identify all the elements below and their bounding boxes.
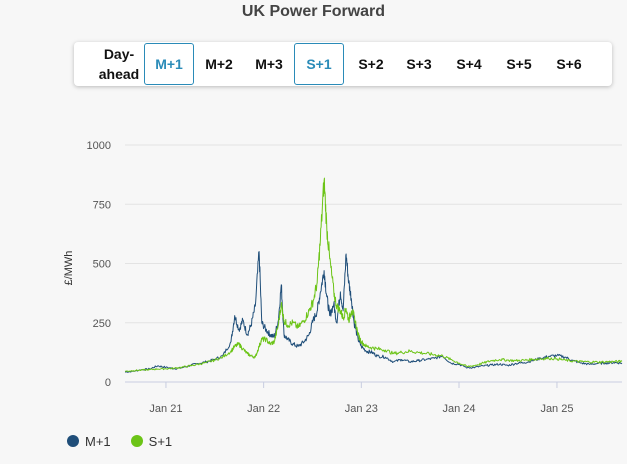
x-tick-label: Jan 23: [345, 403, 378, 415]
x-tick-label: Jan 22: [247, 403, 280, 415]
product-tab-bar: Day-ahead M+1 M+2 M+3 S+1 S+2 S+3 S+4 S+…: [74, 42, 612, 86]
y-tick-label: 750: [93, 199, 111, 211]
legend: M+1 S+1: [67, 431, 192, 451]
y-tick-label: 1000: [87, 140, 111, 152]
legend-label-s1: S+1: [148, 433, 173, 449]
chart-title: UK Power Forward: [241, 3, 386, 20]
legend-swatch-m1: [67, 435, 79, 447]
series-line-s1: [124, 177, 623, 372]
gridlines: [125, 144, 622, 383]
tab-m1[interactable]: M+1: [144, 43, 194, 85]
x-tick-label: Jan 24: [442, 403, 475, 415]
tab-day-ahead[interactable]: Day-ahead: [98, 46, 140, 82]
series-lines: [124, 177, 623, 373]
tab-s6[interactable]: S+6: [556, 56, 582, 72]
series-line-m1: [125, 251, 623, 373]
x-tick-label: Jan 25: [540, 403, 573, 415]
x-tick-label: Jan 21: [149, 403, 182, 415]
tab-s1[interactable]: S+1: [294, 43, 344, 85]
tab-s5[interactable]: S+5: [506, 56, 532, 72]
tab-s2[interactable]: S+2: [358, 56, 384, 72]
y-tick-label: 0: [105, 377, 111, 389]
legend-item-s1[interactable]: S+1: [130, 433, 173, 449]
y-tick-label: 500: [93, 259, 111, 271]
x-axis-ticks: Jan 21 Jan 22 Jan 23 Jan 24 Jan 25: [149, 382, 573, 415]
legend-item-m1[interactable]: M+1: [67, 434, 111, 449]
legend-swatch-s1: [130, 435, 143, 447]
tab-m3[interactable]: M+3: [255, 56, 283, 72]
y-axis-label: £/MWh: [63, 251, 75, 286]
y-axis-ticks: 0 250 500 750 1000: [87, 140, 111, 389]
tab-m2[interactable]: M+2: [205, 56, 233, 72]
tab-s3[interactable]: S+3: [406, 56, 432, 72]
y-tick-label: 250: [93, 318, 111, 330]
legend-label-m1: M+1: [85, 433, 111, 449]
tab-s4[interactable]: S+4: [456, 56, 482, 72]
